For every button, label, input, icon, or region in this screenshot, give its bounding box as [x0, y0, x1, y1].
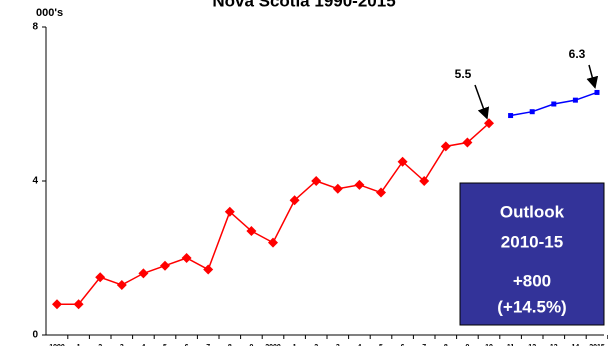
chart-title: Nova Scotia 1990-2015: [212, 0, 395, 10]
x-tick-label: 9: [249, 344, 253, 346]
marker: [419, 176, 430, 186]
marker: [224, 206, 235, 217]
marker: [484, 118, 494, 129]
marker: [246, 226, 257, 237]
x-tick-label: 1990: [49, 344, 65, 346]
marker: [376, 187, 386, 198]
marker: [594, 89, 600, 95]
x-tick-label: 10: [485, 344, 493, 346]
y-tick-label: 8: [32, 22, 38, 33]
marker: [181, 253, 192, 263]
marker: [529, 109, 535, 115]
marker: [508, 113, 514, 119]
outlook-text: (+14.5%): [497, 297, 566, 316]
annotation: 5.5: [455, 67, 472, 81]
marker: [551, 101, 557, 107]
marker: [332, 183, 343, 194]
outlook-box: [459, 182, 605, 326]
marker: [311, 176, 322, 186]
marker: [160, 260, 170, 271]
x-tick-label: 2: [98, 344, 102, 346]
x-tick-label: 3: [336, 344, 340, 346]
annotation-arrow: [474, 84, 490, 120]
marker: [203, 264, 214, 275]
marker: [289, 195, 300, 206]
x-tick-label: 4: [141, 344, 145, 346]
marker: [116, 279, 127, 290]
x-tick-label: 7: [422, 344, 426, 346]
outlook-text: Outlook: [500, 202, 565, 221]
marker: [397, 156, 408, 167]
x-tick-label: 2: [314, 344, 318, 346]
marker: [138, 268, 149, 279]
marker: [73, 299, 84, 310]
x-tick-label: 13: [550, 344, 558, 346]
x-tick-label: 2015: [589, 344, 605, 346]
x-tick-label: 14: [572, 344, 580, 346]
x-tick-label: 2000: [265, 344, 281, 346]
x-tick-label: 8: [444, 344, 448, 346]
marker: [572, 97, 578, 103]
annotation: 6.3: [569, 47, 586, 61]
x-tick-label: 1: [77, 344, 81, 346]
marker: [440, 141, 451, 152]
x-tick-label: 3: [120, 344, 124, 346]
outlook-text: 2010-15: [501, 232, 563, 251]
x-tick-label: 11: [507, 344, 515, 346]
marker: [52, 299, 62, 310]
x-tick-label: 7: [206, 344, 210, 346]
x-tick-label: 8: [228, 344, 232, 346]
x-tick-label: 9: [465, 344, 469, 346]
marker: [95, 272, 106, 283]
marker: [354, 179, 365, 190]
x-tick-label: 5: [379, 344, 383, 346]
series-line: [57, 122, 490, 305]
x-tick-label: 5: [163, 344, 167, 346]
x-tick-label: 1: [293, 344, 297, 346]
y-axis-label: 000's: [36, 7, 63, 19]
x-tick-label: 4: [357, 344, 361, 346]
y-tick-label: 4: [32, 176, 38, 187]
marker: [268, 237, 278, 248]
annotation-arrow: [586, 64, 599, 89]
outlook-text: +800: [513, 271, 551, 290]
marker: [462, 137, 473, 148]
x-tick-label: 6: [401, 344, 405, 346]
x-tick-label: 12: [528, 344, 536, 346]
y-tick-label: 0: [32, 330, 38, 341]
x-tick-label: 6: [185, 344, 189, 346]
